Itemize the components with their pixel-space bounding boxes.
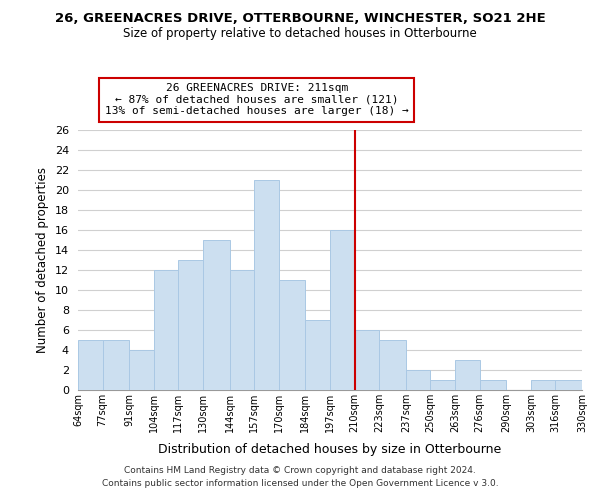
Bar (479, 380, 506, 390)
Bar (154, 270, 178, 390)
Bar (455, 360, 479, 390)
Text: Contains HM Land Registry data © Crown copyright and database right 2024.
Contai: Contains HM Land Registry data © Crown c… (101, 466, 499, 487)
Bar (178, 260, 203, 390)
X-axis label: Distribution of detached houses by size in Otterbourne: Distribution of detached houses by size … (158, 444, 502, 456)
Bar (355, 330, 379, 390)
Bar (203, 240, 230, 390)
Text: Size of property relative to detached houses in Otterbourne: Size of property relative to detached ho… (123, 28, 477, 40)
Bar (254, 180, 279, 390)
Bar (279, 280, 305, 390)
Bar (330, 230, 355, 390)
Bar (531, 380, 556, 390)
Bar (406, 370, 430, 390)
Bar (305, 320, 330, 390)
Text: 26, GREENACRES DRIVE, OTTERBOURNE, WINCHESTER, SO21 2HE: 26, GREENACRES DRIVE, OTTERBOURNE, WINCH… (55, 12, 545, 26)
Bar (430, 380, 455, 390)
Bar (230, 270, 254, 390)
Bar (129, 350, 154, 390)
Bar (78, 340, 103, 390)
Y-axis label: Number of detached properties: Number of detached properties (36, 167, 49, 353)
Bar (556, 380, 582, 390)
Bar (379, 340, 406, 390)
Bar (103, 340, 129, 390)
Text: 26 GREENACRES DRIVE: 211sqm
← 87% of detached houses are smaller (121)
13% of se: 26 GREENACRES DRIVE: 211sqm ← 87% of det… (105, 83, 409, 116)
